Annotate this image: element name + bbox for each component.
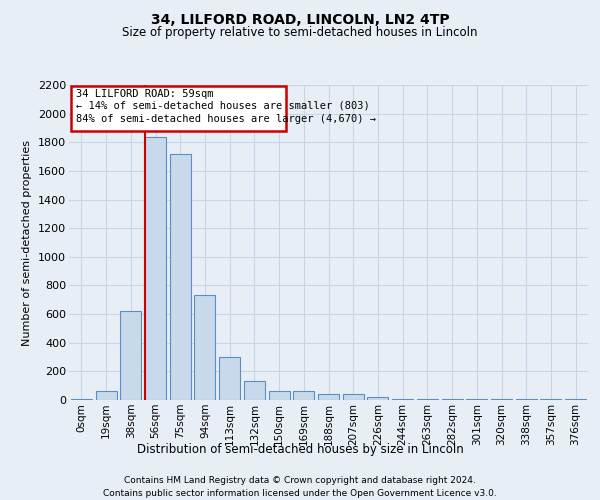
Text: 34, LILFORD ROAD, LINCOLN, LN2 4TP: 34, LILFORD ROAD, LINCOLN, LN2 4TP (151, 12, 449, 26)
Bar (120, 310, 141, 400)
Text: Contains public sector information licensed under the Open Government Licence v3: Contains public sector information licen… (103, 489, 497, 498)
Bar (269, 392, 290, 400)
Bar (170, 154, 191, 400)
Bar (145, 136, 166, 400)
Bar (367, 397, 388, 400)
Bar (194, 296, 215, 400)
Bar (293, 392, 314, 400)
Text: 34 LILFORD ROAD: 59sqm: 34 LILFORD ROAD: 59sqm (76, 90, 214, 100)
Bar (95, 392, 116, 400)
Bar (71, 398, 92, 400)
Bar (219, 357, 240, 400)
Bar (318, 394, 339, 400)
Bar (343, 394, 364, 400)
Text: Contains HM Land Registry data © Crown copyright and database right 2024.: Contains HM Land Registry data © Crown c… (124, 476, 476, 485)
Y-axis label: Number of semi-detached properties: Number of semi-detached properties (22, 140, 32, 346)
Text: Distribution of semi-detached houses by size in Lincoln: Distribution of semi-detached houses by … (137, 442, 463, 456)
Text: Size of property relative to semi-detached houses in Lincoln: Size of property relative to semi-detach… (122, 26, 478, 39)
Text: 84% of semi-detached houses are larger (4,670) →: 84% of semi-detached houses are larger (… (76, 114, 376, 124)
Text: ← 14% of semi-detached houses are smaller (803): ← 14% of semi-detached houses are smalle… (76, 100, 370, 110)
Bar (244, 382, 265, 400)
FancyBboxPatch shape (71, 86, 286, 131)
